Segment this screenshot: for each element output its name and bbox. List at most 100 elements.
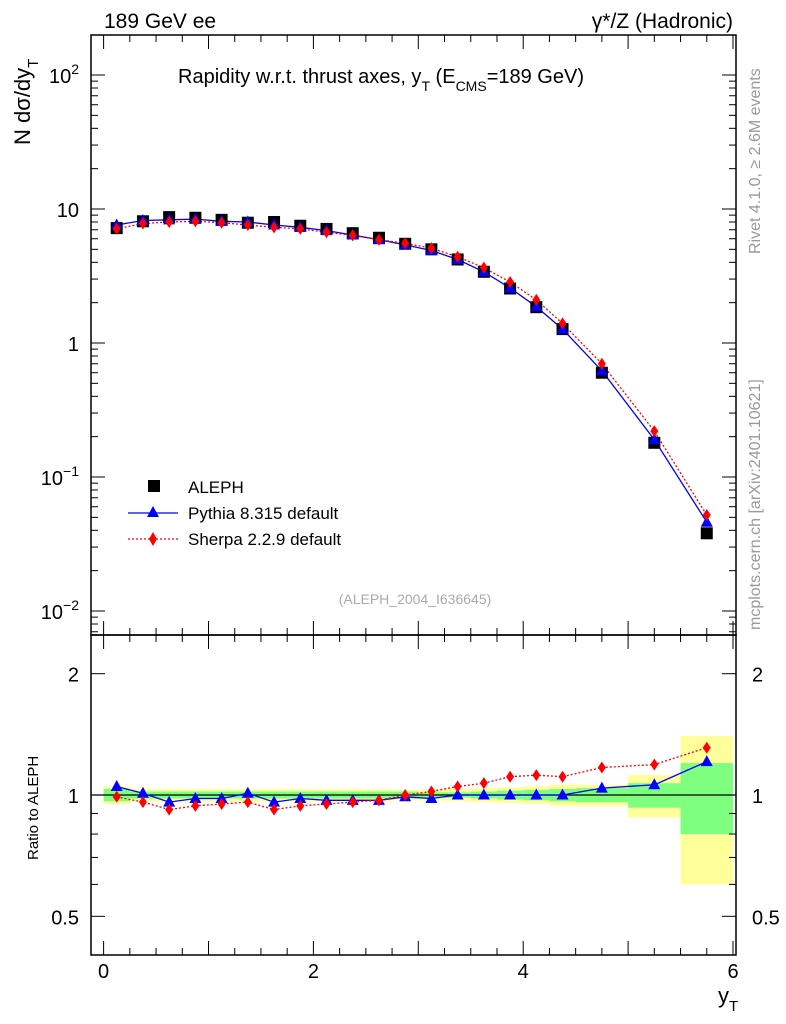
- sherpa-marker: [374, 233, 383, 246]
- ratio-series-markers: [110, 741, 713, 816]
- ratio-pythia-marker: [268, 795, 281, 807]
- ratio-sherpa-marker: [296, 799, 305, 812]
- ratio-tick-label: 1: [68, 786, 79, 808]
- ratio-tick-label: 0.5: [51, 907, 79, 929]
- analysis-tag: (ALEPH_2004_I636645): [339, 591, 492, 607]
- legend-label-aleph: ALEPH: [188, 478, 244, 497]
- ratio-sherpa-marker: [479, 777, 488, 790]
- ratio-pythia-marker: [595, 781, 608, 793]
- ratio-panel: 0.5 0.5 1 1 2 2 Ratio to ALEPH 0 2 4 6 yT: [25, 634, 780, 1015]
- ratio-sherpa-marker: [138, 796, 147, 809]
- pythia-marker: [595, 364, 608, 376]
- sherpa-marker: [348, 229, 357, 242]
- legend-marker-aleph: [148, 480, 160, 492]
- y-axis-label: N dσ/dyT: [10, 59, 42, 145]
- ratio-pythia-marker: [163, 795, 176, 807]
- ratio-pythia-marker: [700, 755, 713, 767]
- ratio-green-band: [680, 763, 733, 835]
- ratio-pythia-marker: [504, 788, 517, 800]
- x-tick-label: 2: [308, 961, 319, 983]
- sherpa-marker: [558, 317, 567, 330]
- ratio-sherpa-marker: [506, 770, 515, 783]
- sherpa-marker: [296, 222, 305, 235]
- ratio-pythia-marker: [477, 788, 490, 800]
- sherpa-marker: [270, 221, 279, 234]
- ratio-sherpa-marker: [322, 797, 331, 810]
- main-panel: Rapidity w.r.t. thrust axes, yT (ECMS=18…: [10, 34, 737, 636]
- ratio-pythia-marker: [241, 786, 254, 798]
- sherpa-marker: [243, 218, 252, 231]
- sherpa-marker: [479, 261, 488, 274]
- legend: ALEPH Pythia 8.315 default Sherpa 2.2.9 …: [128, 478, 341, 549]
- ratio-sherpa-marker: [217, 797, 226, 810]
- sherpa-marker: [112, 222, 121, 235]
- sherpa-marker: [322, 226, 331, 239]
- rivet-version-label: Rivet 4.1.0, ≥ 2.6M events: [747, 68, 764, 254]
- ratio-sherpa-marker: [270, 803, 279, 816]
- ratio-sherpa-marker: [165, 803, 174, 816]
- ratio-pythia-marker: [294, 792, 307, 804]
- ratio-pythia-marker: [451, 788, 464, 800]
- legend-marker-sherpa: [149, 532, 157, 546]
- ratio-tick-label-right: 1: [752, 786, 763, 808]
- svg-text:N dσ/dyT: N dσ/dyT: [10, 59, 42, 145]
- ratio-pythia-marker: [648, 778, 661, 790]
- y-tick-labels: 10−2 10−1 1 10 102: [41, 61, 79, 624]
- y-tick-label: 10: [57, 200, 79, 222]
- pythia-marker: [700, 515, 713, 527]
- sherpa-marker: [650, 425, 659, 438]
- ratio-sherpa-marker: [348, 796, 357, 809]
- legend-marker-pythia: [147, 506, 159, 517]
- x-axis-label: yT: [718, 983, 738, 1015]
- ratio-sherpa-marker: [453, 780, 462, 793]
- y-tick-label: 10−2: [41, 597, 79, 624]
- ratio-pythia-marker: [189, 792, 202, 804]
- ratio-tick-label-right: 2: [752, 665, 763, 687]
- sherpa-marker: [217, 216, 226, 229]
- x-tick-labels: 0 2 4 6: [98, 961, 739, 983]
- chart-title: Rapidity w.r.t. thrust axes, yT (ECMS=18…: [178, 66, 584, 94]
- sherpa-marker: [191, 215, 200, 228]
- ratio-pythia-marker: [110, 779, 123, 791]
- y-tick-label: 10−1: [41, 463, 79, 490]
- ratio-pythia-marker: [556, 788, 569, 800]
- x-tick-label: 4: [518, 961, 529, 983]
- header-energy-label: 189 GeV ee: [104, 10, 216, 33]
- pythia-marker: [648, 433, 661, 445]
- sherpa-marker: [506, 276, 515, 289]
- ratio-tick-labels: 0.5 0.5 1 1 2 2: [51, 665, 780, 930]
- ratio-pythia-marker: [530, 788, 543, 800]
- ratio-sherpa-marker: [532, 769, 541, 782]
- x-tick-label: 0: [98, 961, 109, 983]
- ratio-sherpa-marker: [112, 790, 121, 803]
- ratio-sherpa-marker: [597, 761, 606, 774]
- ratio-pythia-marker: [425, 792, 438, 804]
- legend-label-pythia: Pythia 8.315 default: [188, 504, 339, 523]
- x-tick-label: 6: [727, 961, 738, 983]
- ratio-sherpa-marker: [427, 785, 436, 798]
- sherpa-marker: [401, 237, 410, 250]
- y-tick-label: 102: [49, 61, 79, 88]
- ratio-tick-label-right: 0.5: [752, 907, 780, 929]
- ratio-tick-label: 2: [68, 665, 79, 687]
- y-tick-label: 1: [68, 334, 79, 356]
- legend-label-sherpa: Sherpa 2.2.9 default: [188, 530, 341, 549]
- ratio-sherpa-marker: [401, 789, 410, 801]
- mcplots-source-label: mcplots.cern.ch [arXiv:2401.10621]: [747, 379, 764, 630]
- sherpa-marker: [165, 215, 174, 228]
- ratio-pythia-marker: [136, 786, 149, 798]
- ratio-sherpa-marker: [374, 794, 383, 807]
- ratio-sherpa-marker: [558, 770, 567, 783]
- aleph-marker: [700, 527, 713, 540]
- ratio-sherpa-marker: [191, 799, 200, 812]
- sherpa-marker: [138, 217, 147, 230]
- ratio-sherpa-marker: [650, 758, 659, 771]
- main-axis-ticks: [91, 35, 736, 635]
- sherpa-marker: [427, 242, 436, 255]
- ratio-sherpa-marker: [243, 796, 252, 809]
- sherpa-line: [116, 220, 708, 516]
- ratio-axis-ticks: [91, 635, 736, 955]
- ratio-sherpa-marker: [702, 741, 711, 754]
